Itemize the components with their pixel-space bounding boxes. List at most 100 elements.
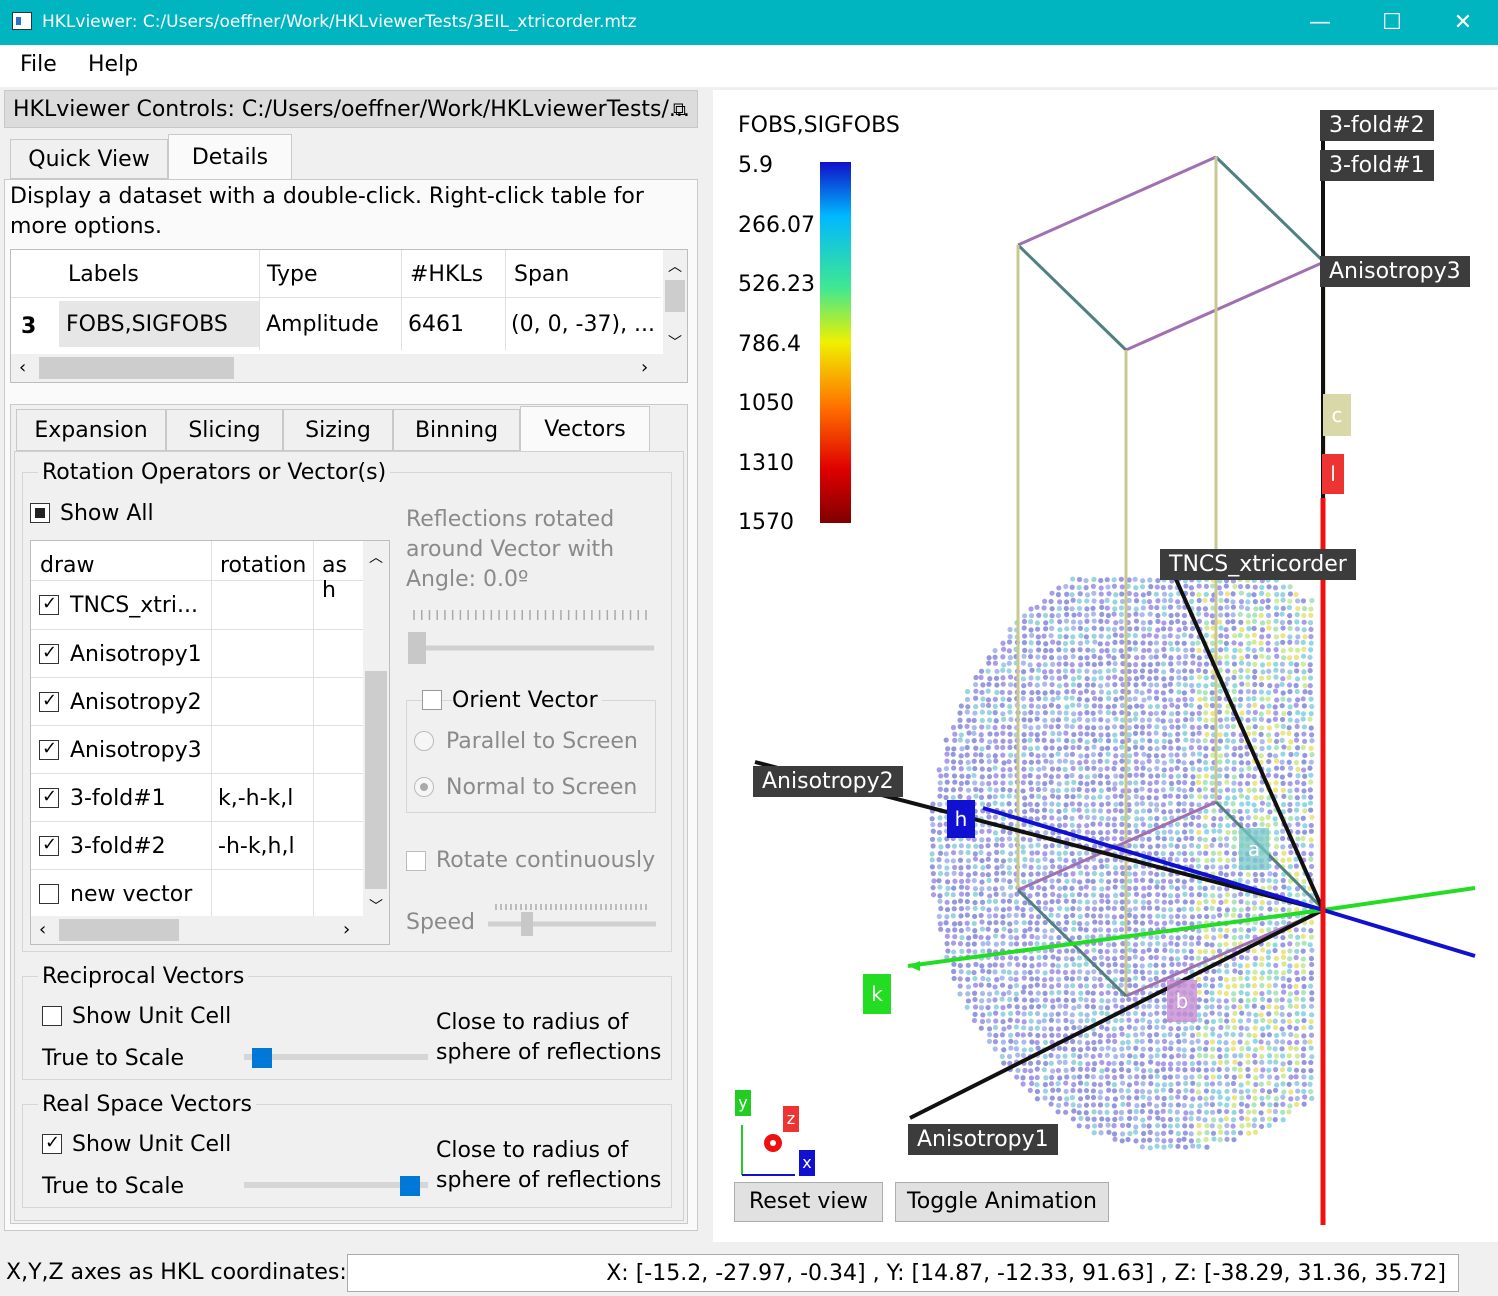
orient-vector-checkbox[interactable] xyxy=(422,690,442,710)
reciprocal-scale-slider[interactable] xyxy=(244,1048,428,1068)
dataset-table: Labels Type #HKLs Span 3 FOBS,SIGFOBS Am… xyxy=(10,249,688,383)
row-draw-checkbox[interactable] xyxy=(39,690,59,712)
reflections-scene[interactable] xyxy=(713,90,1498,1242)
minimize-icon[interactable]: — xyxy=(1309,10,1331,35)
vector-rotation: -h-k,h,l xyxy=(218,834,295,859)
colorbar-tick: 1310 xyxy=(738,451,794,476)
mini-axis-y: y xyxy=(735,1090,751,1116)
vector-name: new vector xyxy=(70,882,193,907)
vector-label-anisotropy2: Anisotropy2 xyxy=(753,766,903,797)
vector-label-anisotropy1: Anisotropy1 xyxy=(908,1124,1058,1155)
colorbar xyxy=(820,162,851,523)
scroll-down-icon: ﹀ xyxy=(668,335,682,351)
tab-slicing[interactable]: Slicing xyxy=(166,409,283,451)
table-cell-span[interactable]: (0, 0, -37), ... xyxy=(511,312,656,337)
axis-label-b: b xyxy=(1167,980,1197,1022)
table-row[interactable]: 3-fold#1 k,-h-k,l xyxy=(31,773,363,821)
scroll-right-icon: › xyxy=(641,357,649,378)
menu-help[interactable]: Help xyxy=(88,52,139,77)
tab-expansion[interactable]: Expansion xyxy=(16,409,166,451)
table-hscrollbar[interactable]: ‹ › xyxy=(11,354,687,382)
reciprocal-group-title: Reciprocal Vectors xyxy=(38,964,249,989)
show-all-label: Show All xyxy=(60,501,154,526)
title-bar: HKLviewer: C:/Users/oeffner/Work/HKLview… xyxy=(0,0,1498,45)
table-vscrollbar[interactable]: ︿ ﹀ xyxy=(663,250,687,354)
normal-label: Normal to Screen xyxy=(446,775,638,800)
table-row[interactable]: 3-fold#2 -h-k,h,l xyxy=(31,821,363,869)
rotate-continuously-label: Rotate continuously xyxy=(436,848,656,873)
table-row[interactable]: new vector xyxy=(31,869,363,916)
reciprocal-unit-cell-checkbox[interactable] xyxy=(42,1006,62,1026)
column-header-hkls[interactable]: #HKLs xyxy=(410,262,484,287)
real-space-unit-cell-checkbox[interactable] xyxy=(42,1132,62,1154)
parallel-radio[interactable] xyxy=(414,731,434,751)
close-icon[interactable]: ✕ xyxy=(1453,10,1473,35)
reflection-points xyxy=(929,576,1315,1151)
tab-vectors[interactable]: Vectors xyxy=(520,406,650,452)
vector-label-tncs: TNCS_xtricorder xyxy=(1160,549,1356,580)
tab-binning[interactable]: Binning xyxy=(393,409,520,451)
vector-name: 3-fold#2 xyxy=(70,834,166,859)
rotation-angle-slider[interactable] xyxy=(406,606,658,666)
scroll-left-icon: ‹ xyxy=(19,357,27,378)
column-header-type[interactable]: Type xyxy=(267,262,318,287)
normal-radio[interactable] xyxy=(414,777,434,797)
column-header-draw[interactable]: draw xyxy=(40,553,95,578)
row-draw-checkbox[interactable] xyxy=(39,834,59,856)
tab-details[interactable]: Details xyxy=(168,134,292,180)
vector-name: Anisotropy2 xyxy=(70,690,202,715)
show-all-checkbox[interactable] xyxy=(30,503,50,523)
table-row[interactable]: Anisotropy2 xyxy=(31,677,363,725)
undock-icon[interactable]: ⧉ xyxy=(673,99,686,120)
maximize-icon[interactable]: ☐ xyxy=(1382,10,1402,35)
tab-sizing[interactable]: Sizing xyxy=(283,409,393,451)
dock-title: HKLviewer Controls: C:/Users/oeffner/Wor… xyxy=(13,97,690,122)
tab-quick-view[interactable]: Quick View xyxy=(10,139,168,179)
orientation-axes-gizmo xyxy=(741,1125,795,1176)
table-cell-hkls[interactable]: 6461 xyxy=(408,312,464,337)
vectors-hscrollbar[interactable]: ‹ › xyxy=(31,916,389,944)
column-header-rotation[interactable]: rotation xyxy=(220,553,307,578)
unit-cell xyxy=(1016,155,1326,998)
vector-name: TNCS_xtri... xyxy=(70,593,199,618)
status-coordinates: X: [-15.2, -27.97, -0.34] , Y: [14.87, -… xyxy=(606,1261,1446,1286)
row-draw-checkbox[interactable] xyxy=(39,884,59,904)
table-row[interactable]: TNCS_xtri... xyxy=(31,581,363,629)
vector-label-anisotropy3: Anisotropy3 xyxy=(1320,256,1470,287)
vectors-vscrollbar[interactable]: ︿ ﹀ xyxy=(363,541,389,916)
reset-view-button[interactable]: Reset view xyxy=(734,1182,883,1222)
status-coordinates-field[interactable]: X: [-15.2, -27.97, -0.34] , Y: [14.87, -… xyxy=(347,1254,1459,1292)
speed-slider[interactable] xyxy=(486,898,658,938)
real-space-group-title: Real Space Vectors xyxy=(38,1092,257,1117)
table-cell-labels[interactable]: FOBS,SIGFOBS xyxy=(66,312,228,337)
row-draw-checkbox[interactable] xyxy=(39,593,59,615)
row-draw-checkbox[interactable] xyxy=(39,738,59,760)
column-header-as-hkl[interactable]: as h xyxy=(322,553,347,603)
window-title: HKLviewer: C:/Users/oeffner/Work/HKLview… xyxy=(42,12,637,32)
real-space-unit-cell-label: Show Unit Cell xyxy=(72,1132,232,1157)
colorbar-tick: 526.23 xyxy=(738,272,815,297)
real-space-radius-label: Close to radius of sphere of reflections xyxy=(436,1138,662,1193)
status-label: X,Y,Z axes as HKL coordinates: xyxy=(6,1260,347,1285)
table-cell-type[interactable]: Amplitude xyxy=(266,312,379,337)
speed-label: Speed xyxy=(406,910,475,935)
row-draw-checkbox[interactable] xyxy=(39,642,59,664)
axis-label-l: l xyxy=(1322,454,1344,494)
rotate-continuously-checkbox[interactable] xyxy=(406,851,426,871)
toggle-animation-button[interactable]: Toggle Animation xyxy=(895,1182,1109,1222)
colorbar-tick: 266.07 xyxy=(738,213,815,238)
axis-label-c: c xyxy=(1323,394,1351,436)
real-space-scale-slider[interactable] xyxy=(244,1176,428,1196)
column-header-labels[interactable]: Labels xyxy=(68,262,139,287)
app-icon xyxy=(12,12,32,30)
menu-file[interactable]: File xyxy=(20,52,57,77)
hkl-3d-viewer[interactable]: FOBS,SIGFOBS 5.9 266.07 526.23 786.4 105… xyxy=(713,90,1498,1242)
details-hint: Display a dataset with a double-click. R… xyxy=(10,184,644,239)
column-header-span[interactable]: Span xyxy=(514,262,570,287)
k-axis-line xyxy=(1322,886,1476,912)
row-draw-checkbox[interactable] xyxy=(39,786,59,808)
vector-rotation: k,-h-k,l xyxy=(218,786,294,811)
table-row[interactable]: Anisotropy3 xyxy=(31,725,363,773)
table-row[interactable]: Anisotropy1 xyxy=(31,629,363,677)
reciprocal-scale-label: True to Scale xyxy=(42,1046,184,1071)
